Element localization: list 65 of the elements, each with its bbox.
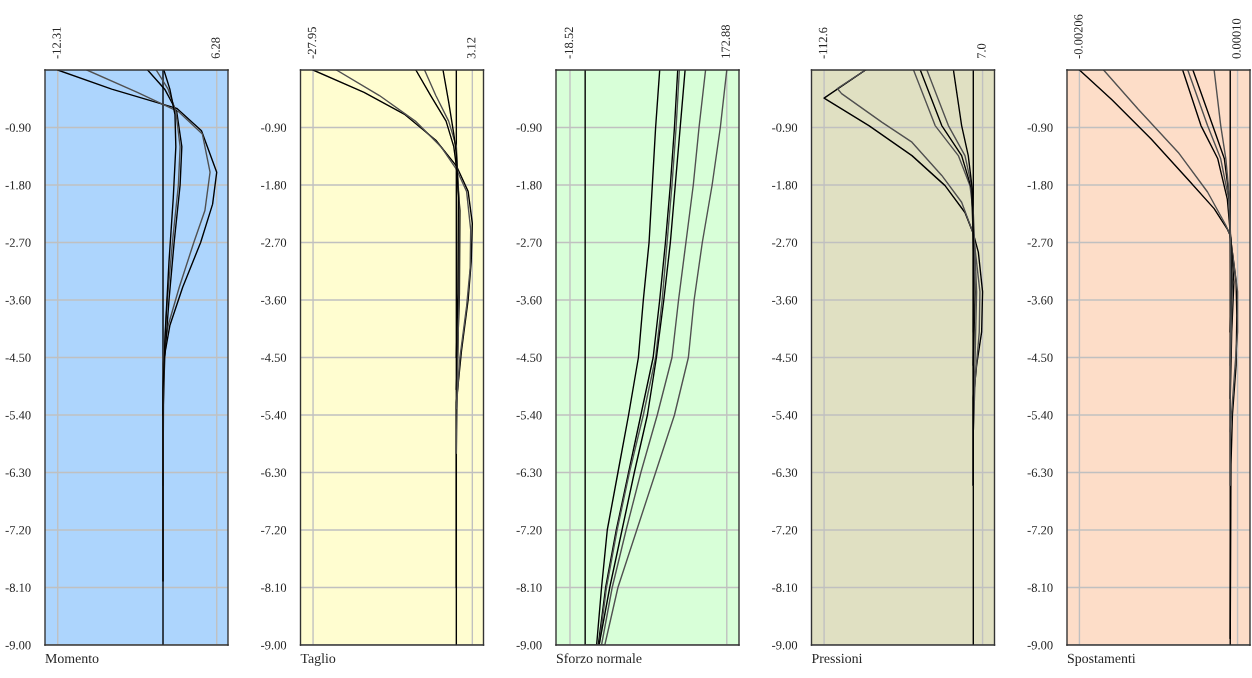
y-tick-label: -8.10 xyxy=(772,583,798,593)
y-tick-label: -5.40 xyxy=(5,411,31,420)
x-tick-label: -0.00206 xyxy=(1074,14,1083,59)
y-tick-label: -7.20 xyxy=(5,526,31,535)
y-tick-label: -7.20 xyxy=(1027,526,1053,535)
y-tick-label: -4.50 xyxy=(516,353,542,363)
x-tick-label: 0.00010 xyxy=(1232,18,1241,59)
y-tick-label: -5.40 xyxy=(261,411,287,420)
y-tick-label: -9.00 xyxy=(5,641,31,650)
y-tick-label: -1.80 xyxy=(5,181,31,190)
y-tick-label: -9.00 xyxy=(261,641,287,650)
y-tick-label: -6.30 xyxy=(1027,468,1053,478)
y-tick-label: -5.40 xyxy=(516,411,542,420)
y-tick-label: -6.30 xyxy=(261,468,287,478)
y-tick-label: -6.30 xyxy=(5,468,31,478)
x-tick-label: -18.52 xyxy=(564,27,574,59)
y-tick-label: -1.80 xyxy=(261,181,287,190)
y-tick-label: -6.30 xyxy=(516,468,542,478)
y-tick-label: -0.90 xyxy=(516,123,542,133)
y-tick-label: -8.10 xyxy=(261,583,287,593)
x-tick-label: 3.12 xyxy=(467,37,476,59)
x-tick-label: -27.95 xyxy=(307,27,317,59)
y-tick-label: -9.00 xyxy=(516,641,542,650)
y-tick-label: -8.10 xyxy=(1027,583,1053,593)
y-tick-label: -3.60 xyxy=(5,296,31,305)
y-tick-label: -0.90 xyxy=(1027,123,1053,133)
y-tick-label: -3.60 xyxy=(261,296,287,305)
y-tick-label: -7.20 xyxy=(772,526,798,535)
y-tick-label: -1.80 xyxy=(1027,181,1053,190)
y-tick-label: -3.60 xyxy=(772,296,798,305)
y-tick-label: -2.70 xyxy=(261,238,287,248)
x-tick-label: -12.31 xyxy=(52,27,61,59)
x-axis-title: Pressioni xyxy=(811,653,863,664)
y-tick-label: -7.20 xyxy=(261,526,287,535)
y-tick-label: -1.80 xyxy=(772,181,798,190)
y-tick-label: -0.90 xyxy=(5,123,31,133)
x-tick-label: 6.28 xyxy=(211,37,220,59)
y-tick-label: -9.00 xyxy=(1027,641,1053,650)
y-tick-label: -9.00 xyxy=(772,641,798,650)
y-tick-label: -8.10 xyxy=(5,583,31,593)
y-tick-label: -6.30 xyxy=(772,468,798,478)
y-tick-label: -4.50 xyxy=(1027,353,1053,363)
y-tick-label: -2.70 xyxy=(772,238,798,248)
y-tick-label: -0.90 xyxy=(772,123,798,133)
x-axis-title: Momento xyxy=(45,653,99,664)
y-tick-label: -1.80 xyxy=(516,181,542,190)
y-tick-label: -3.60 xyxy=(516,296,542,305)
y-tick-label: -3.60 xyxy=(1027,296,1053,305)
y-tick-label: -0.90 xyxy=(261,123,287,133)
y-tick-label: -5.40 xyxy=(772,411,798,420)
y-tick-label: -4.50 xyxy=(261,353,287,363)
y-tick-label: -2.70 xyxy=(516,238,542,248)
y-tick-label: -7.20 xyxy=(516,526,542,535)
y-tick-label: -8.10 xyxy=(516,583,542,593)
x-axis-title: Taglio xyxy=(300,653,336,666)
x-tick-label: -112.6 xyxy=(818,27,828,59)
y-tick-label: -2.70 xyxy=(1027,238,1053,248)
x-axis-title: Spostamenti xyxy=(1067,653,1136,666)
x-tick-label: 172.88 xyxy=(721,24,730,58)
y-tick-label: -4.50 xyxy=(772,353,798,363)
y-tick-label: -4.50 xyxy=(5,353,31,363)
y-tick-label: -2.70 xyxy=(5,238,31,248)
x-axis-title: Sforzo normale xyxy=(556,653,642,664)
y-tick-label: -5.40 xyxy=(1027,411,1053,420)
x-tick-label: 7.0 xyxy=(977,43,986,59)
